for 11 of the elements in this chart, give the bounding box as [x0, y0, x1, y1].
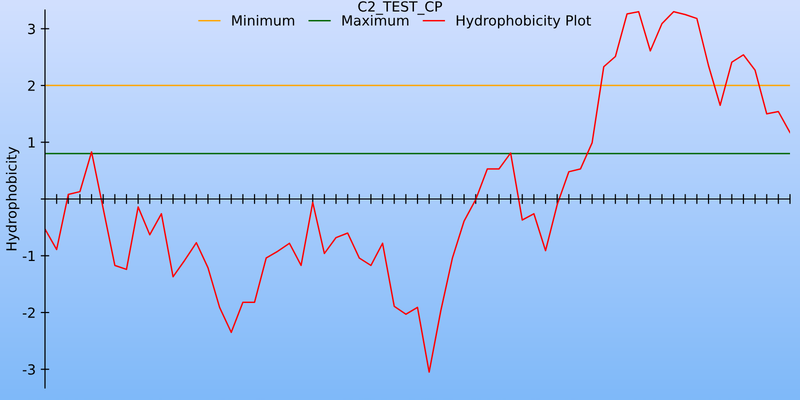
y-tick-label: -2 [22, 307, 35, 318]
y-tick-label: -1 [22, 250, 35, 262]
legend-label: Minimum [232, 14, 294, 26]
legend-label: Hydrophobicity Plot [456, 14, 591, 28]
y-tick-label: 1 [28, 137, 35, 148]
legend-label: Maximum [342, 14, 408, 26]
y-tick-label: -3 [22, 364, 35, 375]
y-tick-label: 3 [28, 24, 35, 34]
chart-title: C2_TEST_CP [358, 1, 442, 15]
y-axis-title: Hydrophobicity [6, 146, 20, 250]
y-tick-label: 2 [28, 80, 35, 91]
